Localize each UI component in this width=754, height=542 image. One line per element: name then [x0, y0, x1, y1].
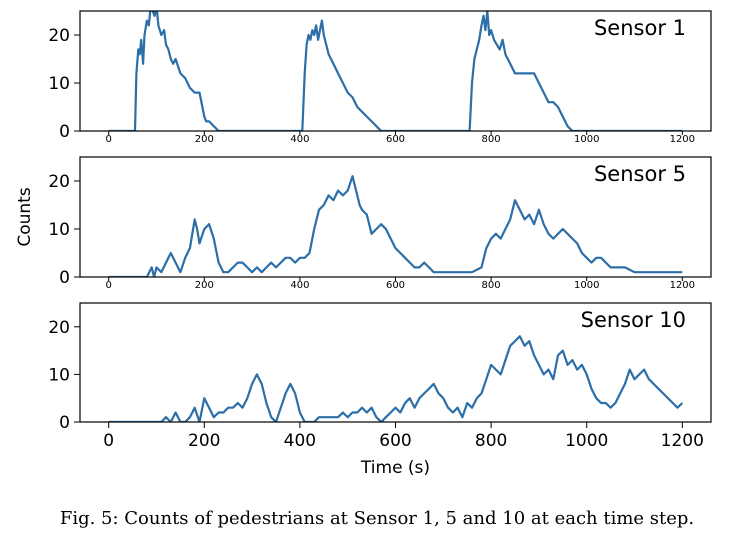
x-tick-label-1-1200: 1200	[670, 134, 695, 145]
x-tick-label-3-0: 0	[103, 431, 114, 451]
y-tick-label-1-10: 10	[48, 74, 70, 94]
x-tick-label-1-600: 600	[386, 134, 405, 145]
y-tick-label-2-20: 20	[48, 172, 70, 192]
y-axis-label: Counts	[15, 187, 35, 246]
axes-frame-2	[79, 156, 712, 278]
x-tick-label-3-800: 800	[475, 431, 507, 451]
x-tick-label-2-1000: 1000	[574, 280, 599, 291]
y-tick-label-3-0: 0	[59, 413, 70, 433]
y-tick-label-2-0: 0	[59, 268, 70, 288]
sensor-label-1: Sensor 1	[594, 16, 686, 40]
y-tick-label-1-0: 0	[59, 122, 70, 142]
x-tick-label-2-200: 200	[195, 280, 214, 291]
x-tick-label-3-1000: 1000	[565, 431, 608, 451]
x-tick-label-1-1000: 1000	[574, 134, 599, 145]
y-tick-label-1-20: 20	[48, 26, 70, 46]
x-tick-label-2-0: 0	[105, 280, 111, 291]
series-line-2	[108, 175, 683, 277]
x-tick-label-2-600: 600	[386, 280, 405, 291]
x-tick-label-2-400: 400	[290, 280, 309, 291]
axes-frame-3	[79, 302, 712, 423]
x-tick-label-2-800: 800	[482, 280, 501, 291]
series-line-3	[108, 335, 684, 422]
x-tick-label-3-600: 600	[379, 431, 411, 451]
x-axis-label: Time (s)	[360, 458, 430, 478]
x-tick-label-1-200: 200	[195, 134, 214, 145]
sensor-label-2: Sensor 5	[594, 162, 686, 186]
axes-frame-1	[79, 10, 712, 132]
figure-caption: Fig. 5: Counts of pedestrians at Sensor …	[59, 508, 695, 529]
series-line-1	[108, 11, 683, 131]
y-tick-label-2-10: 10	[48, 220, 70, 240]
x-tick-label-2-1200: 1200	[670, 280, 695, 291]
sensor-label-3: Sensor 10	[581, 308, 686, 332]
x-tick-label-1-0: 0	[105, 134, 111, 145]
x-tick-label-1-400: 400	[290, 134, 309, 145]
y-tick-label-3-10: 10	[48, 365, 70, 385]
y-tick-label-3-20: 20	[48, 318, 70, 338]
x-tick-label-1-800: 800	[482, 134, 501, 145]
x-tick-label-3-200: 200	[188, 431, 220, 451]
x-tick-label-3-400: 400	[284, 431, 316, 451]
x-tick-label-3-1200: 1200	[661, 431, 704, 451]
